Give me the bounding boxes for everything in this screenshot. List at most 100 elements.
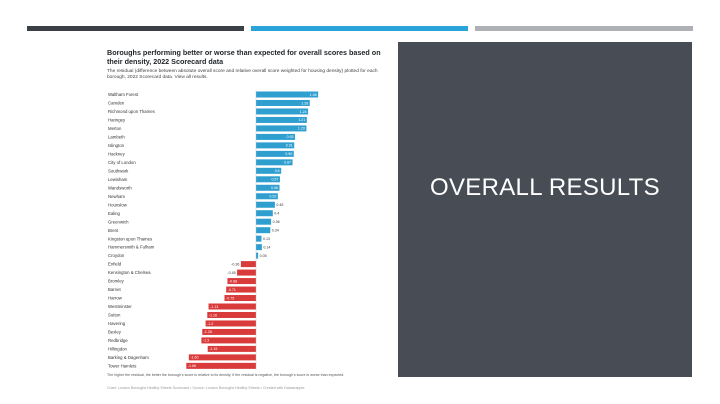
- category-label: Croydon: [108, 253, 125, 258]
- category-label: Bromley: [108, 279, 125, 284]
- value-label: 0.4: [274, 212, 279, 216]
- bar: [227, 278, 256, 285]
- value-label: -0.36: [231, 262, 239, 266]
- category-label: Brent: [108, 228, 119, 233]
- value-label: 1.20: [298, 127, 305, 131]
- chart-source: Chart: London Boroughs Healthy Streets S…: [107, 386, 305, 390]
- value-label: 0.45: [276, 203, 283, 207]
- value-label: -0.75: [226, 296, 234, 300]
- category-label: Wandsworth: [108, 185, 132, 190]
- chart-title: Boroughs performing better or worse than…: [107, 48, 381, 66]
- bar: [256, 201, 275, 208]
- bar: [256, 150, 294, 157]
- category-label: Lewisham: [108, 177, 128, 182]
- header-strip-gray: [475, 26, 693, 31]
- bar: [256, 159, 293, 166]
- bar: [256, 218, 272, 225]
- bar: [201, 337, 256, 344]
- value-label: 0.90: [285, 152, 292, 156]
- value-label: 1.28: [301, 101, 308, 105]
- bar: [256, 193, 278, 200]
- bar: [256, 176, 280, 183]
- category-label: Kingston upon Thames: [108, 236, 152, 241]
- bar: [256, 91, 319, 98]
- bar: [256, 227, 271, 234]
- chart-block: Boroughs performing better or worse than…: [107, 48, 389, 393]
- bar: [186, 362, 256, 369]
- bar: [256, 142, 295, 149]
- value-label: 1.48: [310, 93, 317, 97]
- bar: [226, 286, 256, 293]
- header-strip-blue: [251, 26, 468, 31]
- category-label: Harrow: [108, 296, 123, 301]
- category-label: Lambeth: [108, 135, 125, 140]
- value-label: 0.52: [269, 195, 276, 199]
- value-label: 0.34: [272, 228, 279, 232]
- category-label: Hackney: [108, 151, 126, 156]
- category-label: Redbridge: [108, 338, 128, 343]
- category-label: Hounslow: [108, 202, 128, 207]
- category-label: Enfield: [108, 262, 122, 267]
- bar: [207, 345, 256, 352]
- value-label: -1.66: [188, 364, 196, 368]
- category-label: Camden: [108, 101, 125, 106]
- value-label: -0.45: [227, 271, 235, 275]
- category-label: Hammersmith & Fulham: [108, 245, 155, 250]
- bar: [208, 303, 256, 310]
- bar: [256, 244, 262, 251]
- bar: [188, 354, 256, 361]
- value-label: 0.93: [287, 135, 294, 139]
- value-label: 0.57: [271, 178, 278, 182]
- value-label: -1.16: [209, 313, 217, 317]
- value-label: -1.13: [210, 305, 218, 309]
- category-label: Waltham Forest: [108, 92, 139, 97]
- bar: [202, 328, 256, 335]
- bar: [205, 320, 256, 327]
- category-label: Barnet: [108, 287, 121, 292]
- bar: [240, 261, 256, 268]
- bar: [256, 184, 280, 191]
- category-label: Hillingdon: [108, 347, 127, 352]
- value-label: -1.28: [204, 330, 212, 334]
- category-label: Merton: [108, 126, 122, 131]
- value-label: 0.91: [286, 144, 293, 148]
- category-label: Southwark: [108, 168, 129, 173]
- value-label: 0.87: [284, 161, 291, 165]
- category-label: Kensington & Chelsea: [108, 270, 151, 275]
- value-label: -1.60: [190, 356, 198, 360]
- category-label: Richmond upon Thames: [108, 109, 155, 114]
- category-label: City of London: [108, 160, 136, 165]
- value-label: 1.24: [300, 110, 307, 114]
- category-label: Bexley: [108, 330, 122, 335]
- value-label: 0.56: [271, 186, 278, 190]
- bar: [256, 210, 273, 217]
- category-label: Ealing: [108, 211, 121, 216]
- category-label: Westminster: [108, 304, 132, 309]
- bar: [256, 252, 259, 259]
- bar: [256, 99, 310, 106]
- value-label: -1.2: [207, 322, 213, 326]
- residual-bar-chart: Waltham Forest 1.48 Camden 1.28 Richmond upo…: [108, 90, 319, 371]
- value-label: 0.6: [275, 169, 280, 173]
- title-panel: OVERALL RESULTS: [398, 42, 692, 377]
- bar: [207, 311, 256, 318]
- category-label: Haringey: [108, 118, 126, 123]
- category-label: Tower Hamlets: [108, 363, 136, 368]
- category-label: Sutton: [108, 313, 121, 318]
- header-strip-dark: [27, 26, 244, 31]
- bar: [237, 269, 256, 276]
- category-label: Greenwich: [108, 219, 129, 224]
- bar: [256, 133, 296, 140]
- category-label: Barking & Dagenham: [108, 355, 149, 360]
- bar: [224, 295, 256, 302]
- bar: [256, 167, 282, 174]
- category-label: Newham: [108, 194, 125, 199]
- value-label: 1.21: [298, 118, 305, 122]
- chart-subtitle: The residual (difference between absolut…: [107, 69, 378, 80]
- category-label: Havering: [108, 321, 126, 326]
- bar: [256, 108, 309, 115]
- value-label: -1.15: [209, 347, 217, 351]
- value-label: -0.68: [229, 279, 237, 283]
- value-label: 0.14: [263, 245, 270, 249]
- value-label: 0.36: [273, 220, 280, 224]
